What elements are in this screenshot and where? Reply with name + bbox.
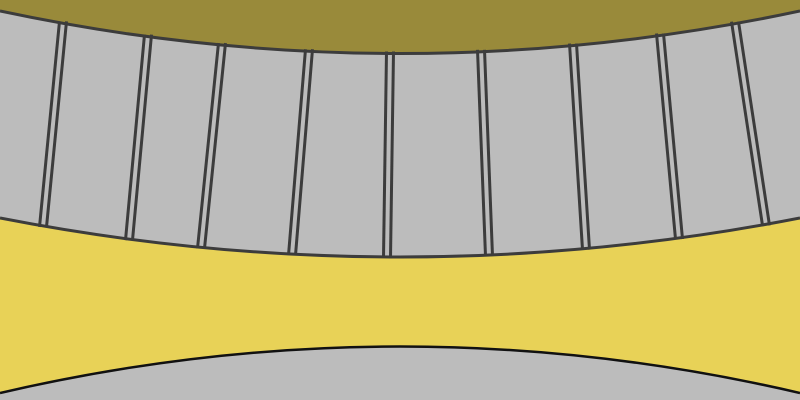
rail-divider [38,21,68,228]
rail-divider-line [737,21,771,226]
rail-divider [655,33,684,240]
rail-divider-line [294,49,314,256]
rail-top-edge [0,9,800,55]
rail-divider-line [662,33,684,240]
rail-divider-line [382,51,388,258]
rail-bottom-edge [0,216,800,259]
rail-divider [196,42,227,249]
rail-divider-line [568,43,584,250]
rail-divider [730,21,771,226]
lower-surface-edge [0,345,800,395]
rail-divider-line [287,49,307,256]
top-band [0,0,800,54]
rail-divider-line [389,51,395,258]
rail-divider-line [38,21,61,228]
rail-panel-dividers [38,21,771,258]
rail-divider-line [476,49,487,257]
rail-divider-line [483,49,494,257]
rail-divider-line [124,34,146,241]
rail-divider-line [575,43,591,250]
rail-divider-line [45,21,68,228]
rail-divider-line [196,42,220,249]
rail-divider-line [655,33,677,240]
rail-divider [287,49,314,256]
rail-divider [382,51,395,258]
rail-divider-line [203,42,227,249]
lower-surface [0,346,800,400]
rail-divider-line [131,34,153,241]
rail-divider [124,34,153,241]
rail-divider-line [730,21,764,226]
rail-divider [568,43,591,250]
rail-divider [476,49,494,257]
curved-rail-surface [0,11,800,257]
